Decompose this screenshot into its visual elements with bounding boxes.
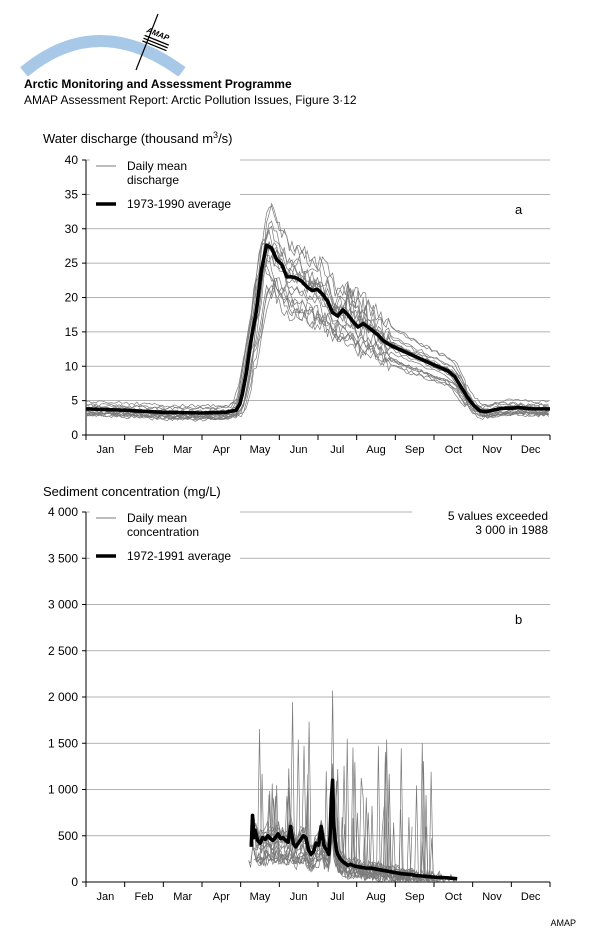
month-label: Aug [366, 891, 386, 903]
y-tick-label: 2 500 [48, 644, 78, 658]
month-label: Jun [290, 444, 308, 456]
sediment-chart: Sediment concentration (mg/L) 0 500 1 000 1… [43, 484, 562, 903]
daily-trace [85, 254, 549, 420]
y-tick-label: 3 500 [48, 551, 78, 565]
daily-trace [85, 229, 549, 422]
chart-a-ylabel-main: Water discharge (thousand m [43, 131, 213, 146]
chart-a-ylabel: Water discharge (thousand m3/s) [43, 130, 233, 146]
y-tick-label: 10 [65, 359, 79, 373]
legend-average-label: 1972-1991 average [127, 549, 231, 563]
daily-trace [85, 241, 549, 414]
logo-lines [142, 40, 167, 52]
chart-a-ylabel-sup: 3 [213, 130, 218, 140]
month-label: Sep [405, 891, 425, 903]
month-label: Feb [135, 444, 154, 456]
logo-pole [135, 13, 159, 71]
month-label: Oct [445, 444, 462, 456]
daily-trace [85, 254, 549, 419]
legend-daily-label: Daily mean [127, 511, 187, 525]
legend-daily-label: concentration [127, 525, 199, 539]
month-label: Jan [96, 444, 114, 456]
panel-label: b [515, 612, 522, 627]
y-tick-label: 30 [65, 222, 79, 236]
annotation-text: 3 000 in 1988 [475, 523, 548, 537]
month-label: May [250, 891, 271, 903]
y-tick-label: 1 000 [48, 783, 78, 797]
y-tick-label: 15 [65, 325, 79, 339]
legend-daily-label: Daily mean [127, 159, 187, 173]
month-label: May [250, 444, 271, 456]
y-tick-label: 5 [71, 394, 78, 408]
average-line [85, 243, 550, 415]
logo-lines [143, 37, 168, 49]
month-label: Jun [290, 891, 308, 903]
legend-average-label: 1973-1990 average [127, 197, 231, 211]
panel-label: a [515, 202, 523, 217]
month-label: Nov [482, 444, 502, 456]
logo-lines [144, 34, 169, 46]
month-label: Oct [445, 891, 462, 903]
y-tick-label: 3 000 [48, 598, 78, 612]
daily-trace [85, 277, 549, 419]
month-label: Dec [521, 891, 541, 903]
discharge-chart: Water discharge (thousand m3/s) 0 5 10 15 20… [43, 130, 551, 456]
chart-b-ylabel: Sediment concentration (mg/L) [43, 484, 221, 499]
month-label: Mar [173, 444, 192, 456]
page-title: Arctic Monitoring and Assessment Program… [24, 77, 292, 91]
footer-credit: AMAP [550, 918, 576, 928]
month-label: Mar [173, 891, 192, 903]
month-label: Apr [213, 444, 230, 456]
page-subtitle: AMAP Assessment Report: Arctic Pollution… [24, 93, 357, 107]
month-label: Aug [366, 444, 386, 456]
daily-trace [85, 238, 549, 416]
chart-a-ylabel-end: /s) [218, 131, 232, 146]
y-tick-label: 35 [65, 187, 79, 201]
daily-trace [85, 225, 549, 418]
y-tick-label: 25 [65, 256, 79, 270]
y-tick-label: 0 [71, 428, 78, 442]
annotation-background [412, 506, 562, 542]
y-tick-label: 2 000 [48, 690, 78, 704]
month-label: Jul [330, 891, 344, 903]
y-tick-label: 1 500 [48, 736, 78, 750]
annotation-text: 5 values exceeded [448, 509, 548, 523]
y-tick-label: 40 [65, 153, 79, 167]
y-tick-label: 500 [58, 829, 78, 843]
month-label: Jan [96, 891, 114, 903]
y-tick-label: 0 [71, 875, 78, 889]
y-tick-label: 20 [65, 291, 79, 305]
average-line [249, 778, 458, 881]
month-label: Apr [213, 891, 230, 903]
daily-trace [85, 246, 549, 421]
month-label: Jul [330, 444, 344, 456]
amap-logo: AMAP [20, 13, 186, 76]
month-label: Sep [405, 444, 425, 456]
legend-background [90, 506, 240, 560]
legend-background [90, 154, 240, 208]
daily-trace [85, 264, 549, 411]
month-label: Feb [135, 891, 154, 903]
legend-daily-label: discharge [127, 173, 179, 187]
y-tick-label: 4 000 [48, 505, 78, 519]
daily-trace [85, 283, 549, 417]
month-label: Nov [482, 891, 502, 903]
month-label: Dec [521, 444, 541, 456]
daily-trace [85, 278, 549, 419]
logo-arc [20, 35, 186, 76]
